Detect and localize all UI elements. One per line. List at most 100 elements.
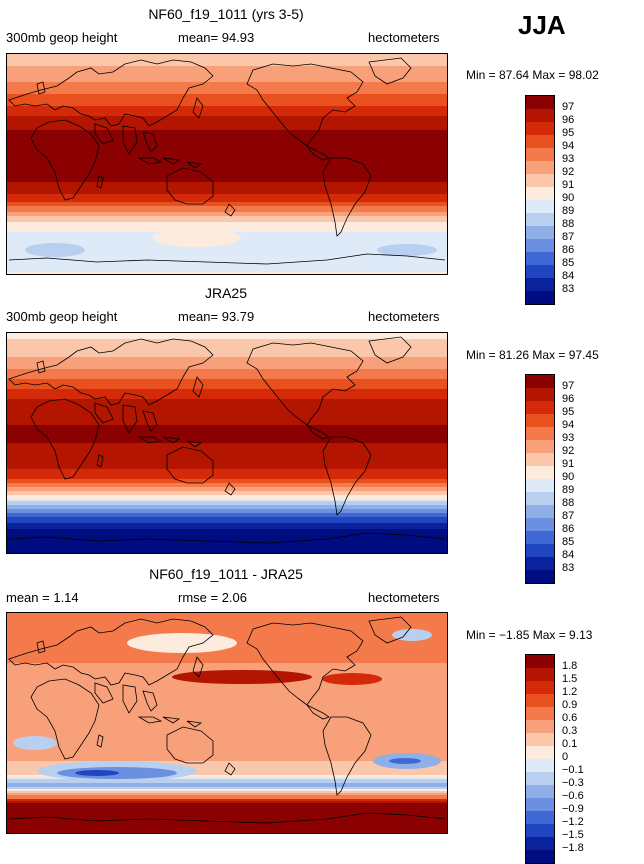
contour-band: [7, 459, 447, 462]
colorbar-segment: [526, 388, 554, 401]
colorbar-label: 1.8: [562, 660, 578, 672]
contour-band: [7, 699, 447, 702]
coastline: [322, 157, 372, 237]
colorbar-label: 86: [562, 523, 575, 535]
contour-band: [7, 633, 447, 636]
contour-band: [7, 415, 447, 418]
contour-band: [7, 118, 447, 121]
contour-band: [7, 102, 447, 105]
contour-band: [7, 401, 447, 404]
panel-1-feature-anomaly: [25, 243, 85, 257]
coastline: [8, 59, 214, 127]
contour-band: [7, 192, 447, 195]
contour-band: [7, 501, 447, 504]
contour-band: [7, 226, 447, 229]
colorbar-label: 97: [562, 101, 575, 113]
contour-band: [7, 513, 447, 516]
contour-band: [7, 445, 447, 448]
contour-band: [7, 747, 447, 750]
contour-band: [7, 196, 447, 199]
contour-band: [7, 417, 447, 420]
contour-band: [7, 529, 447, 532]
contour-band: [7, 533, 447, 536]
contour-band: [7, 481, 447, 484]
contour-band: [7, 617, 447, 620]
colorbar-label: 0.1: [562, 738, 578, 750]
contour-band: [7, 254, 447, 257]
colorbar-label: 85: [562, 257, 575, 269]
contour-band: [7, 823, 447, 826]
contour-band: [7, 174, 447, 177]
contour-band: [7, 134, 447, 137]
contour-band: [7, 427, 447, 430]
contour-band: [7, 801, 447, 804]
contour-band: [7, 224, 447, 227]
contour-band: [7, 244, 447, 247]
contour-band: [7, 767, 447, 770]
contour-band: [7, 531, 447, 534]
contour-band: [7, 519, 447, 522]
contour-band: [7, 425, 447, 428]
contour-band: [7, 353, 447, 356]
contour-band: [7, 625, 447, 628]
contour-band: [7, 252, 447, 255]
colorbar-label: −0.1: [562, 764, 584, 776]
contour-band: [7, 56, 447, 59]
contour-band: [7, 423, 447, 426]
colorbar-label: 87: [562, 510, 575, 522]
contour-band: [7, 429, 447, 432]
coastline: [137, 716, 203, 728]
colorbar-label: 93: [562, 432, 575, 444]
colorbar-label: 90: [562, 471, 575, 483]
coastline: [96, 454, 104, 468]
colorbar-segment: [526, 291, 554, 304]
colorbar-segment: [526, 570, 554, 583]
contour-band: [7, 797, 447, 800]
contour-band: [7, 769, 447, 772]
contour-band: [7, 441, 447, 444]
contour-band: [7, 779, 447, 782]
contour-band: [7, 549, 447, 552]
contour-band: [7, 64, 447, 67]
contour-band: [7, 487, 447, 490]
contour-band: [7, 379, 447, 382]
contour-band: [7, 817, 447, 820]
coastline: [94, 402, 114, 424]
contour-band: [7, 685, 447, 688]
contour-band: [7, 104, 447, 107]
panel-3-colorbar-segments: [525, 654, 555, 864]
contour-band: [7, 268, 447, 271]
contour-band: [7, 220, 447, 223]
coastline: [30, 119, 100, 201]
coastline: [8, 253, 446, 265]
contour-band: [7, 453, 447, 456]
panel-3-feature-anomaly: [389, 758, 421, 764]
colorbar-segment: [526, 733, 554, 746]
coastline: [246, 63, 364, 147]
contour-band: [7, 473, 447, 476]
contour-band: [7, 753, 447, 756]
colorbar-segment: [526, 785, 554, 798]
colorbar-label: 84: [562, 549, 575, 561]
contour-band: [7, 198, 447, 201]
colorbar-segment: [526, 239, 554, 252]
panel-3-feature-anomaly: [322, 673, 382, 685]
coastline: [36, 640, 46, 654]
contour-band: [7, 661, 447, 664]
colorbar-segment: [526, 837, 554, 850]
coastline: [322, 716, 372, 796]
contour-band: [7, 827, 447, 830]
colorbar-segment: [526, 824, 554, 837]
contour-band: [7, 719, 447, 722]
contour-band: [7, 256, 447, 259]
colorbar-segment: [526, 694, 554, 707]
contour-band: [7, 86, 447, 89]
contour-band: [7, 833, 447, 834]
contour-band: [7, 443, 447, 446]
colorbar-segment: [526, 720, 554, 733]
contour-band: [7, 80, 447, 83]
coastline: [192, 376, 204, 398]
contour-band: [7, 783, 447, 786]
panel-2-mean-label: mean= 93.79: [178, 309, 255, 324]
contour-band: [7, 507, 447, 510]
